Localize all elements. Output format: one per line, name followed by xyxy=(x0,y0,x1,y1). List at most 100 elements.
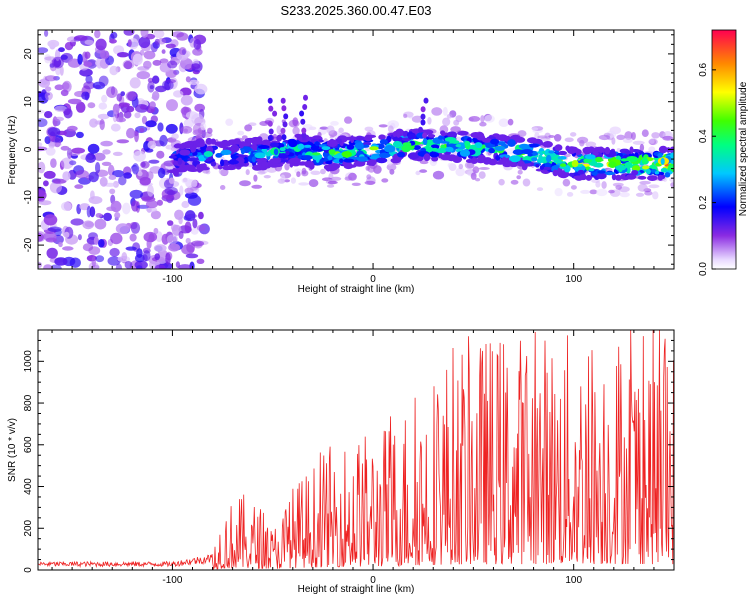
spectrogram-cell xyxy=(284,179,290,183)
spectrogram-cell xyxy=(598,146,605,154)
spectrogram-cell xyxy=(194,83,208,95)
spectrogram-cell xyxy=(608,189,615,194)
spectrogram-cell xyxy=(423,153,431,162)
spectrogram-cell xyxy=(344,176,353,181)
spectrogram-cell xyxy=(192,151,198,156)
spectrogram-cell xyxy=(135,265,143,269)
spectrogram-cell xyxy=(631,132,636,140)
spectrogram-cell xyxy=(112,151,123,156)
spectrogram-cell xyxy=(251,156,256,163)
spectrogram-ytick-label: -10 xyxy=(23,190,34,205)
spectrogram-cell xyxy=(356,156,368,162)
spectrogram-cell xyxy=(502,156,507,164)
spectrogram-cell xyxy=(90,190,95,200)
spectrogram-cell xyxy=(45,147,56,156)
spectrogram-cell xyxy=(98,239,105,248)
spectrogram-cell xyxy=(220,149,232,155)
spectrogram-cell xyxy=(588,168,595,172)
spectrogram-cell xyxy=(261,161,269,169)
spectrogram-cell xyxy=(479,121,487,127)
spectrogram-cell xyxy=(254,152,266,159)
spectrogram-cell xyxy=(301,127,307,134)
spectrogram-cell xyxy=(478,167,490,170)
spectrogram-cell xyxy=(567,146,574,154)
spectrogram-cell xyxy=(168,243,181,252)
spectrogram-cell xyxy=(156,199,163,206)
spectrogram-cell xyxy=(38,47,49,54)
spectrogram-cell xyxy=(387,125,394,133)
spectrogram-cell xyxy=(280,127,286,134)
spectrogram-cell xyxy=(227,159,239,165)
spectrogram-cell xyxy=(181,200,190,209)
spectrogram-cell xyxy=(475,178,481,182)
spectrogram-cell xyxy=(118,102,131,108)
spectrogram-cell xyxy=(123,172,132,179)
spectrogram-cell xyxy=(364,126,374,132)
spectrogram-cell xyxy=(157,122,164,132)
spectrogram-cell xyxy=(153,227,159,235)
spectrogram-cell xyxy=(143,50,156,60)
spectrogram-cell xyxy=(507,139,516,147)
spectrogram-cell xyxy=(44,111,53,119)
spectrogram-cell xyxy=(604,146,611,155)
spectrogram-cell xyxy=(220,185,226,190)
spectrogram-cell xyxy=(99,119,105,131)
spectrogram-cell xyxy=(446,154,458,162)
spectrogram-cell xyxy=(325,164,332,172)
spectrogram-cell xyxy=(292,126,300,135)
spectrogram-cell xyxy=(320,168,326,175)
spectrogram-cell xyxy=(326,139,338,147)
spectrogram-cell xyxy=(652,191,659,200)
spectrogram-cell xyxy=(102,149,111,155)
spectrogram-cell xyxy=(303,94,308,101)
spectrogram-cell xyxy=(196,258,205,264)
spectrogram-cell xyxy=(321,146,331,151)
spectrogram-cell xyxy=(363,141,372,146)
spectrogram-cell xyxy=(446,114,453,119)
spectrogram-cell xyxy=(670,182,674,188)
spectrogram-cell xyxy=(136,204,150,209)
spectrogram-cell xyxy=(619,191,630,198)
spectrogram-cell xyxy=(658,145,668,154)
spectrogram-cell xyxy=(109,188,116,195)
spectrogram-cell xyxy=(184,221,192,234)
spectrogram-cell xyxy=(470,172,477,180)
spectrogram-cell xyxy=(446,131,458,137)
spectrogram-cell xyxy=(110,31,118,39)
spectrogram-cell xyxy=(472,166,480,174)
spectrogram-cell xyxy=(495,155,501,161)
spectrogram-cell xyxy=(77,234,82,241)
spectrogram-cell xyxy=(99,176,108,187)
spectrogram-cell xyxy=(553,159,563,164)
spectrogram-cell xyxy=(413,141,422,145)
spectrogram-cell xyxy=(370,160,376,167)
spectrogram-cell xyxy=(267,120,273,127)
spectrogram-cell xyxy=(54,105,68,113)
spectrogram-cell xyxy=(560,163,567,167)
spectrogram-cell xyxy=(379,152,391,158)
spectrogram-cell xyxy=(494,146,506,151)
spectrogram-cell xyxy=(343,158,355,163)
snr-ytick-label: 800 xyxy=(23,394,34,411)
spectrogram-cell xyxy=(115,223,130,235)
spectrogram-cell xyxy=(180,94,193,106)
spectrogram-cell xyxy=(364,180,376,185)
spectrogram-cell xyxy=(498,178,505,186)
spectrogram-cell xyxy=(185,192,198,199)
spectrogram-cell xyxy=(89,206,96,218)
colorbar-tick-label: 0.0 xyxy=(698,262,709,276)
spectrogram-cell xyxy=(531,127,539,131)
snr-ytick-label: 1000 xyxy=(23,350,34,373)
spectrogram-cell xyxy=(179,149,191,156)
spectrogram-cell xyxy=(474,142,483,149)
spectrogram-cell xyxy=(639,180,651,185)
spectrogram-cell xyxy=(626,156,638,162)
spectrogram-cell xyxy=(455,144,462,148)
spectrogram-cell xyxy=(153,30,165,39)
spectrogram-cell xyxy=(43,264,53,269)
spectrogram-cell xyxy=(183,164,196,171)
spectrogram-cell xyxy=(612,182,624,187)
spectrogram-cell xyxy=(47,226,62,233)
spectrogram-cell xyxy=(595,156,603,163)
spectrogram-cell xyxy=(54,84,64,91)
